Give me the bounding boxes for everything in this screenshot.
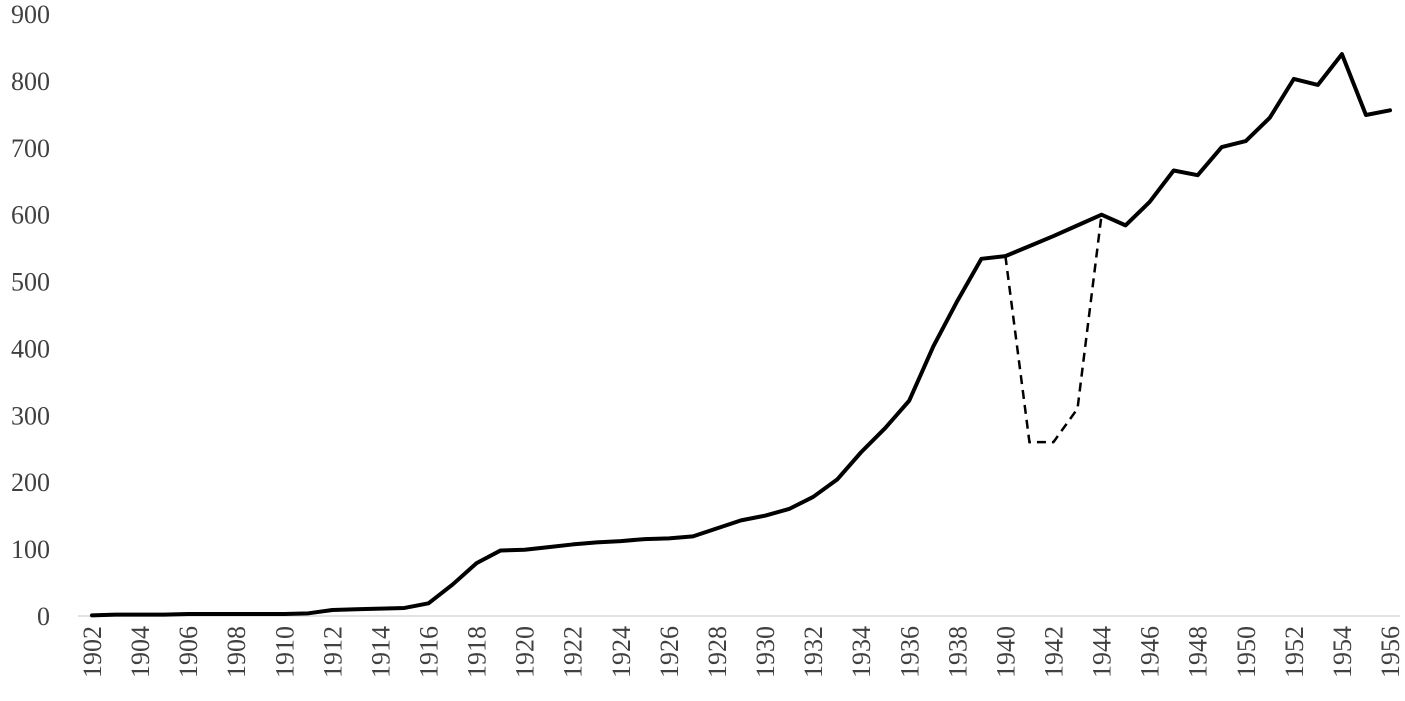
y-tick-label: 900	[11, 0, 50, 29]
x-axis-tick-labels: 1902 1904 1906 1908 1910 1912 1914 1916 1918 1920…	[78, 626, 1405, 678]
x-tick-label: 1912	[318, 626, 347, 678]
x-tick-label: 1938	[943, 626, 972, 678]
x-tick-label: 1952	[1280, 626, 1309, 678]
y-tick-label: 600	[11, 201, 50, 230]
y-tick-label: 200	[11, 468, 50, 497]
x-tick-label: 1950	[1232, 626, 1261, 678]
x-tick-label: 1932	[799, 626, 828, 678]
y-tick-label: 0	[37, 602, 50, 631]
x-tick-label: 1902	[78, 626, 107, 678]
x-tick-label: 1946	[1136, 626, 1165, 678]
x-tick-label: 1936	[895, 626, 924, 678]
y-tick-label: 400	[11, 334, 50, 363]
x-tick-label: 1904	[126, 626, 155, 678]
plot-series	[90, 52, 1392, 618]
x-tick-label: 1906	[174, 626, 203, 678]
y-tick-label: 800	[11, 67, 50, 96]
y-tick-label: 100	[11, 535, 50, 564]
x-tick-label: 1908	[222, 626, 251, 678]
dashed-series-line	[1004, 214, 1103, 444]
x-tick-label: 1920	[511, 626, 540, 678]
solid-series-line	[90, 52, 1392, 618]
y-tick-label: 700	[11, 134, 50, 163]
x-tick-label: 1954	[1328, 626, 1357, 678]
x-tick-label: 1956	[1376, 626, 1405, 678]
x-tick-label: 1930	[751, 626, 780, 678]
x-tick-label: 1942	[1039, 626, 1068, 678]
x-tick-label: 1916	[415, 626, 444, 678]
y-axis-tick-labels: 0 100 200 300 400 500 600 700 800 900	[11, 0, 50, 631]
x-tick-label: 1924	[607, 626, 636, 678]
x-tick-label: 1918	[463, 626, 492, 678]
x-tick-label: 1910	[270, 626, 299, 678]
x-tick-label: 1944	[1088, 626, 1117, 678]
x-tick-label: 1922	[559, 626, 588, 678]
x-tick-label: 1948	[1184, 626, 1213, 678]
x-tick-label: 1940	[991, 626, 1020, 678]
y-tick-label: 300	[11, 401, 50, 430]
x-tick-label: 1926	[655, 626, 684, 678]
x-tick-label: 1934	[847, 626, 876, 678]
y-tick-label: 500	[11, 268, 50, 297]
x-tick-label: 1928	[703, 626, 732, 678]
x-tick-label: 1914	[366, 626, 395, 678]
